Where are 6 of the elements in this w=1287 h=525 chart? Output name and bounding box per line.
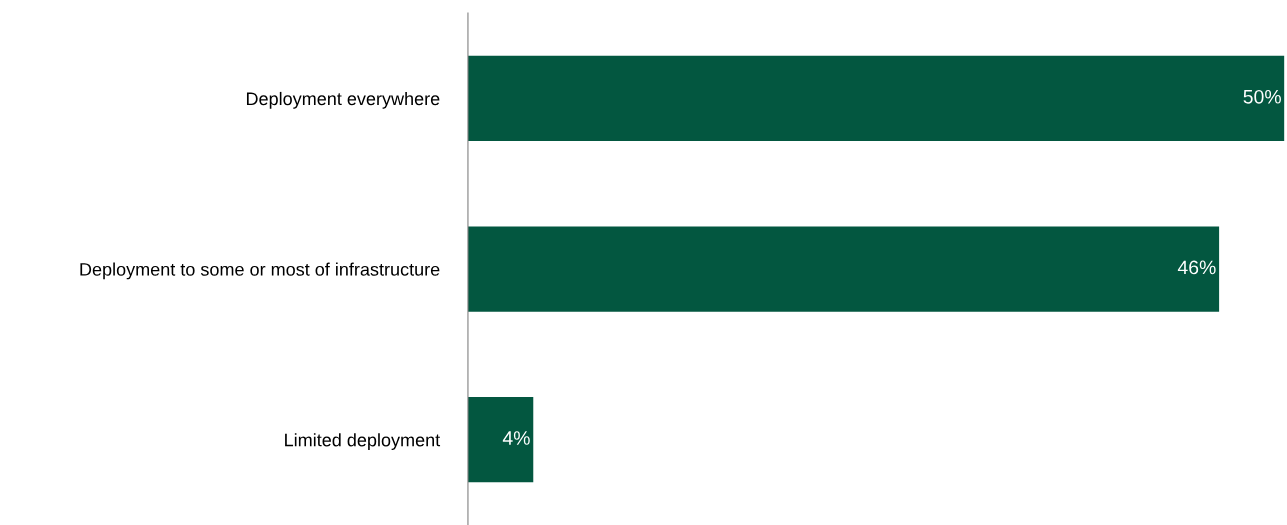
y-tick-label: Limited deployment [285, 433, 441, 450]
data-label: 4% [502, 431, 530, 445]
y-tick-label: Deployment everywhere [246, 91, 440, 109]
data-label: 50% [1243, 89, 1281, 104]
data-label: 46% [1177, 260, 1216, 275]
y-tick-label: Deployment to some or most of infrastructure [80, 262, 440, 280]
